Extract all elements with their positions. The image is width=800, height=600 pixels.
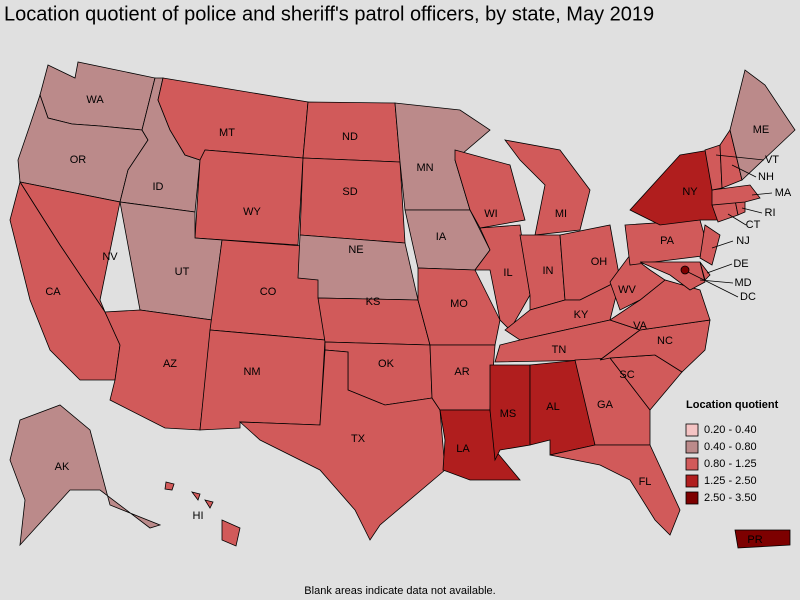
state-label: TN bbox=[552, 344, 567, 356]
state-label: SC bbox=[619, 369, 634, 381]
state-label: MO bbox=[450, 298, 468, 310]
state bbox=[699, 224, 721, 266]
state-label: OK bbox=[378, 358, 395, 370]
state-label: ME bbox=[753, 124, 770, 136]
state bbox=[734, 529, 791, 549]
state-label: VT bbox=[765, 154, 779, 166]
state bbox=[680, 265, 690, 275]
state-label: PA bbox=[660, 235, 675, 247]
state-label: AZ bbox=[163, 358, 177, 370]
state-label: CO bbox=[260, 286, 277, 298]
state-label: MA bbox=[775, 187, 792, 199]
legend-label: 0.40 - 0.80 bbox=[704, 441, 757, 453]
state-label: IA bbox=[436, 231, 447, 243]
state bbox=[164, 481, 241, 547]
leader-line bbox=[711, 240, 734, 249]
state-label: OH bbox=[591, 256, 608, 268]
leader-line bbox=[727, 213, 747, 226]
state-label: VA bbox=[633, 320, 648, 332]
state-label: AL bbox=[546, 401, 559, 413]
legend-label: 0.80 - 1.25 bbox=[704, 458, 757, 470]
state-label: GA bbox=[597, 399, 614, 411]
legend-label: 0.20 - 0.40 bbox=[704, 424, 757, 436]
state bbox=[299, 157, 406, 244]
state-label: WA bbox=[86, 94, 104, 106]
state-label: CA bbox=[45, 286, 61, 298]
state bbox=[9, 181, 121, 381]
leader-line bbox=[741, 207, 763, 214]
state bbox=[238, 349, 446, 541]
state-label: ID bbox=[153, 181, 164, 193]
leader-line bbox=[751, 192, 773, 196]
state bbox=[199, 329, 326, 431]
state-label: SD bbox=[342, 186, 357, 198]
state-label: WV bbox=[618, 284, 636, 296]
state-label: OR bbox=[70, 154, 87, 166]
state-label: MT bbox=[219, 127, 235, 139]
state-label: AR bbox=[454, 366, 469, 378]
state-label: IN bbox=[543, 265, 554, 277]
state-label: IL bbox=[503, 267, 512, 279]
state-label: PR bbox=[747, 534, 762, 546]
state-label: ND bbox=[342, 131, 358, 143]
state-label: MD bbox=[734, 277, 751, 289]
state-label: NV bbox=[102, 251, 118, 263]
legend-swatch bbox=[685, 457, 699, 471]
state-label: NJ bbox=[736, 235, 749, 247]
state-label: DE bbox=[733, 258, 748, 270]
state-label: NC bbox=[657, 335, 673, 347]
state-label: MN bbox=[416, 162, 433, 174]
state bbox=[504, 139, 591, 236]
state-label: CT bbox=[746, 219, 761, 231]
state-label: LA bbox=[456, 443, 470, 455]
state-label: KS bbox=[366, 296, 381, 308]
state-label: FL bbox=[639, 476, 652, 488]
state-label: TX bbox=[351, 433, 366, 445]
footnote: Blank areas indicate data not available. bbox=[304, 585, 495, 597]
state-label: RI bbox=[765, 207, 776, 219]
leader-line bbox=[715, 154, 765, 161]
leader-line bbox=[706, 263, 733, 274]
state-label: NY bbox=[682, 186, 698, 198]
legend-label: 1.25 - 2.50 bbox=[704, 475, 757, 487]
state bbox=[711, 184, 761, 206]
state-label: MS bbox=[500, 408, 517, 420]
legend-swatch bbox=[685, 423, 699, 437]
state-label: KY bbox=[574, 309, 589, 321]
state-label: DC bbox=[740, 291, 756, 303]
state-label: NE bbox=[348, 244, 363, 256]
state-label: NH bbox=[758, 171, 774, 183]
state-label: AK bbox=[55, 461, 70, 473]
state-label: WY bbox=[243, 206, 261, 218]
legend-title: Location quotient bbox=[686, 399, 779, 411]
state bbox=[194, 149, 304, 246]
state-label: HI bbox=[193, 510, 204, 522]
legend-label: 2.50 - 3.50 bbox=[704, 492, 757, 504]
state bbox=[9, 404, 162, 547]
leader-line bbox=[687, 271, 739, 298]
legend-swatch bbox=[685, 440, 699, 454]
state-label: NM bbox=[243, 366, 260, 378]
map-title: Location quotient of police and sheriff'… bbox=[4, 3, 654, 25]
state bbox=[729, 69, 796, 181]
state-label: UT bbox=[175, 266, 190, 278]
legend-swatch bbox=[685, 474, 699, 488]
state-label: WI bbox=[484, 208, 497, 220]
state bbox=[549, 444, 681, 536]
leader-line bbox=[731, 164, 757, 178]
state-label: MI bbox=[555, 208, 567, 220]
legend-swatch bbox=[685, 491, 699, 505]
